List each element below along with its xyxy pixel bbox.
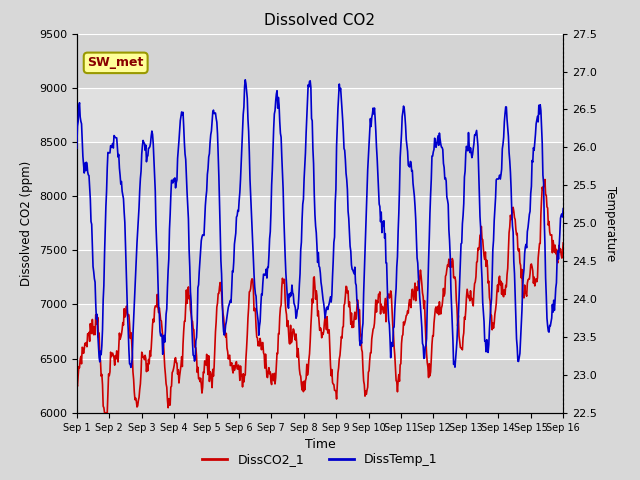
Bar [77, 250, 563, 304]
Title: Dissolved CO2: Dissolved CO2 [264, 13, 376, 28]
Y-axis label: Dissolved CO2 (ppm): Dissolved CO2 (ppm) [20, 161, 33, 286]
Text: SW_met: SW_met [88, 56, 144, 69]
Bar [77, 196, 563, 250]
Bar [77, 142, 563, 196]
Bar [77, 304, 563, 359]
Bar [77, 359, 563, 413]
Bar [77, 88, 563, 142]
Bar [77, 34, 563, 88]
X-axis label: Time: Time [305, 438, 335, 451]
Legend: DissCO2_1, DissTemp_1: DissCO2_1, DissTemp_1 [197, 448, 443, 471]
Y-axis label: Temperature: Temperature [604, 186, 616, 261]
